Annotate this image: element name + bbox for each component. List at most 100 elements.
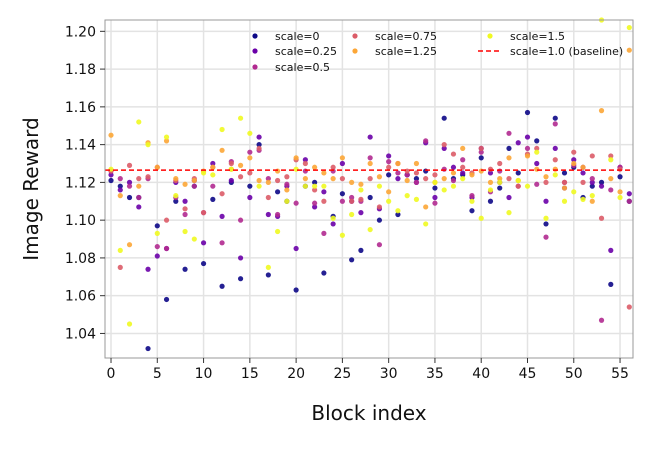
point-scale-1-5 [136,119,142,125]
point-scale-0-75 [580,179,586,185]
point-scale-0-75 [265,194,271,201]
point-scale-0-25 [506,194,512,201]
point-scale-0 [200,260,207,267]
point-scale-1-25 [275,168,281,174]
point-scale-0 [312,179,318,185]
point-scale-0-5 [598,317,605,323]
point-scale-0-5 [608,187,614,193]
point-scale-0-75 [376,204,383,210]
point-scale-0-75 [200,210,207,216]
point-scale-0-75 [163,217,170,223]
point-scale-0 [598,179,605,185]
legend-marker [487,33,493,39]
point-scale-0-75 [515,183,521,189]
point-scale-0-75 [237,174,244,180]
x-tick-label: 40 [472,366,490,382]
point-scale-1-5 [506,210,512,216]
point-scale-0-75 [589,153,595,159]
point-scale-0-75 [358,196,364,202]
point-scale-1-5 [386,198,392,204]
point-scale-1-5 [404,193,410,199]
point-scale-0 [552,115,558,121]
point-scale-0-75 [478,145,484,152]
point-scale-0-75 [413,170,420,176]
point-scale-0-5 [154,243,160,250]
point-scale-0 [293,287,299,293]
point-scale-1-25 [182,181,188,187]
point-scale-0-25 [321,189,327,195]
point-scale-0 [219,283,225,289]
point-scale-0-25 [552,145,558,152]
point-scale-0-75 [487,166,494,172]
point-scale-1-5 [219,126,225,133]
point-scale-0-25 [126,179,133,185]
point-scale-1-5 [126,321,133,327]
point-scale-0-5 [450,177,457,184]
point-scale-0-75 [386,164,392,170]
point-scale-0-75 [598,215,605,221]
point-scale-0-5 [284,181,290,187]
point-scale-1-5 [330,215,336,221]
point-scale-0-25 [395,176,401,182]
point-scale-0 [367,194,373,201]
point-scale-0-75 [571,149,577,155]
point-scale-0 [608,281,614,287]
point-scale-1-25 [367,160,373,167]
point-scale-0-5 [191,183,197,189]
point-scale-0-25 [571,157,577,163]
x-tick-label: 30 [380,366,398,382]
point-scale-1-5 [478,215,484,221]
point-scale-1-25 [561,185,568,191]
point-scale-0-75 [256,145,262,152]
point-scale-0 [524,109,531,116]
point-scale-1-5 [626,24,632,31]
point-scale-1-25 [321,170,327,176]
y-tick-label: 1.08 [65,251,96,267]
point-scale-1-5 [441,187,447,193]
point-scale-0-75 [321,198,327,204]
point-scale-0-25 [247,194,253,201]
point-scale-1-5 [182,228,188,235]
point-scale-0-25 [200,240,207,246]
point-scale-1-25 [626,47,632,53]
point-scale-0-5 [432,200,438,206]
point-scale-0-75 [339,176,345,182]
point-scale-0-75 [552,157,558,163]
point-scale-0-75 [534,145,540,152]
point-scale-0-5 [312,200,318,206]
point-scale-0-25 [293,245,299,252]
point-scale-0-75 [126,162,133,168]
point-scale-0-5 [506,130,512,136]
point-scale-1-5 [580,196,586,202]
point-scale-1-5 [117,247,123,253]
point-scale-0 [108,177,114,184]
point-scale-1-5 [524,183,531,189]
point-scale-0-75 [423,176,429,182]
point-scale-1-25 [534,166,540,172]
legend: scale=0 scale=0.25 scale=0.5 scale=0.75 scal… [252,30,623,74]
point-scale-1-25 [413,160,420,167]
point-scale-0 [182,266,188,272]
point-scale-0-25 [330,221,336,227]
point-scale-1-25 [552,166,558,172]
point-scale-1-5 [108,166,114,172]
legend-marker [252,48,258,54]
point-scale-1-25 [376,174,383,180]
point-scale-1-5 [487,187,494,193]
point-scale-0-75 [228,160,234,167]
point-scale-0-25 [534,160,540,167]
point-scale-1-25 [395,160,401,167]
point-scale-0-25 [450,164,457,170]
point-scale-1-25 [543,174,549,180]
point-scale-1-25 [284,187,290,193]
point-scale-0-5 [478,149,484,155]
legend-marker [252,33,258,39]
point-scale-0-5 [552,121,558,127]
axis-ticks: 0 5 10 15 20 25 30 35 40 45 50 55 1.04 1.06 1.08 1.10 1.… [65,24,629,382]
point-scale-0 [321,270,327,276]
point-scale-0-25 [237,255,244,261]
y-tick-label: 1.18 [65,62,96,78]
point-scale-0-5 [441,166,447,172]
point-scale-1-25 [265,179,271,185]
